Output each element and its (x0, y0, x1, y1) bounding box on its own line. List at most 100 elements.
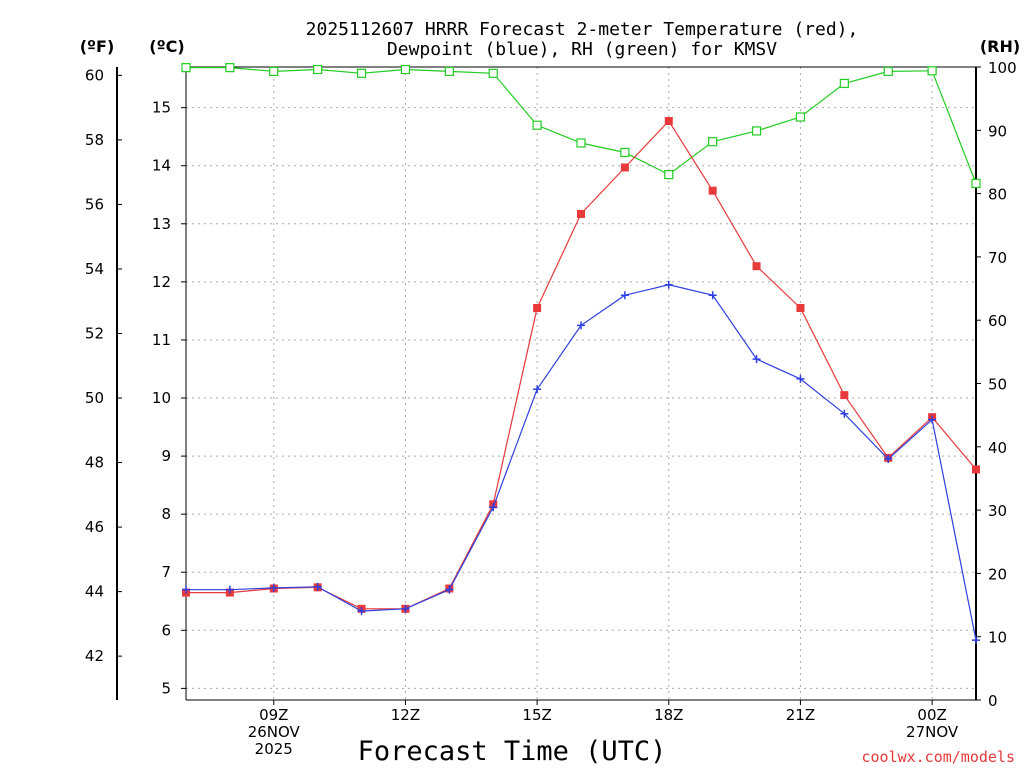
x-tick-label: 09Z (259, 706, 288, 724)
rh-series (181, 63, 981, 189)
rh-point (269, 66, 279, 77)
x-tick-label: 15Z (522, 706, 551, 724)
celsius-tick-label: 5 (161, 679, 171, 697)
fahrenheit-tick-label: 48 (85, 454, 104, 472)
rh-tick-label: 100 (988, 59, 1017, 77)
x-tick-label: 2025 (255, 740, 293, 758)
gridlines (186, 67, 976, 700)
fahrenheit-tick-label: 56 (85, 195, 104, 213)
fahrenheit-tick-label: 60 (85, 66, 104, 84)
temperature-point (752, 262, 761, 271)
dewpoint-point (357, 607, 366, 616)
dewpoint-point (182, 585, 190, 594)
rh-line (186, 66, 977, 184)
chart-title-line-1: 2025112607 HRRR Forecast 2-meter Tempera… (306, 19, 859, 40)
dewpoint-point (445, 585, 454, 594)
rh-point (313, 64, 323, 75)
fahrenheit-tick-label: 52 (85, 324, 104, 342)
rh-point (356, 68, 367, 78)
celsius-tick-label: 15 (152, 99, 171, 117)
rh-point (532, 120, 542, 130)
dewpoint-point (269, 583, 278, 592)
celsius-axis-ticks: 5 6 7 8 9 10 11 12 13 14 15 (152, 99, 186, 697)
fahrenheit-tick-label: 58 (85, 131, 104, 149)
celsius-tick-label: 7 (161, 563, 171, 581)
dewpoint-point (533, 385, 542, 394)
rh-point (751, 126, 762, 136)
temperature-point (796, 304, 805, 313)
rh-point (576, 138, 586, 148)
celsius-tick-label: 13 (152, 215, 171, 233)
celsius-tick-label: 6 (161, 621, 171, 639)
rh-tick-label: 10 (988, 629, 1007, 647)
rh-point (795, 112, 806, 122)
rh-point (927, 66, 937, 76)
dewpoint-point (840, 409, 849, 418)
rh-tick-label: 60 (988, 312, 1007, 330)
fahrenheit-tick-label: 44 (85, 583, 104, 601)
celsius-tick-label: 12 (152, 273, 171, 291)
celsius-tick-label: 8 (161, 505, 171, 523)
temperature-point (840, 391, 849, 400)
fahrenheit-axis-unit: (ºF) (80, 37, 115, 56)
rh-point (708, 137, 718, 147)
rh-point (620, 147, 630, 158)
temperature-line (186, 120, 977, 610)
dewpoint-point (928, 415, 937, 424)
axes (116, 66, 977, 701)
dewpoint-point (577, 321, 585, 330)
dewpoint-series (182, 280, 980, 645)
rh-tick-label: 30 (988, 502, 1007, 520)
dewpoint-point (796, 374, 805, 383)
dewpoint-point (620, 291, 629, 300)
temperature-point (708, 186, 717, 195)
x-tick-label: 26NOV (248, 723, 301, 741)
x-axis-title: Forecast Time (UTC) (358, 736, 667, 767)
rh-tick-label: 0 (988, 692, 998, 710)
fahrenheit-tick-label: 54 (85, 260, 104, 278)
dewpoint-point (401, 604, 410, 613)
x-tick-label: 18Z (654, 706, 683, 724)
x-tick-label: 00Z (917, 706, 946, 724)
rh-axis-ticks: 0 10 20 30 40 50 60 70 80 90 100 (976, 59, 1017, 710)
dewpoint-point (752, 355, 761, 364)
celsius-tick-label: 11 (152, 331, 171, 349)
fahrenheit-tick-label: 50 (85, 389, 104, 407)
dewpoint-point (708, 291, 717, 300)
dewpoint-point (313, 582, 322, 591)
rh-point (225, 63, 235, 73)
celsius-axis-unit: (ºC) (149, 37, 184, 56)
celsius-tick-label: 9 (161, 447, 171, 465)
x-tick-label: 21Z (786, 706, 815, 724)
rh-tick-label: 50 (988, 376, 1007, 394)
credit-text: coolwx.com/models (861, 748, 1015, 766)
chart-title-line-2: Dewpoint (blue), RH (green) for KMSV (387, 39, 777, 60)
rh-point (488, 68, 498, 78)
rh-tick-label: 90 (988, 122, 1007, 140)
temperature-point (577, 209, 585, 218)
fahrenheit-tick-label: 42 (85, 647, 104, 665)
dewpoint-point (664, 280, 673, 289)
x-tick-label: 27NOV (906, 723, 959, 741)
temperature-point (620, 163, 629, 172)
rh-point (883, 66, 893, 77)
temperature-series (182, 117, 980, 613)
rh-tick-label: 80 (988, 186, 1007, 204)
series-layer (181, 63, 981, 645)
rh-point (400, 64, 411, 75)
dewpoint-line (186, 284, 977, 641)
fahrenheit-axis-ticks: 42 44 46 48 50 52 54 56 58 60 (85, 66, 122, 665)
rh-point (839, 78, 849, 89)
celsius-tick-label: 10 (152, 389, 171, 407)
fahrenheit-tick-label: 46 (85, 518, 104, 536)
rh-tick-label: 40 (988, 439, 1007, 457)
temperature-point (664, 117, 673, 126)
rh-tick-label: 20 (988, 565, 1007, 583)
dewpoint-point (225, 585, 234, 594)
temperature-point (972, 465, 980, 474)
rh-point (181, 63, 191, 73)
dewpoint-point (884, 454, 893, 463)
rh-point (444, 66, 454, 77)
